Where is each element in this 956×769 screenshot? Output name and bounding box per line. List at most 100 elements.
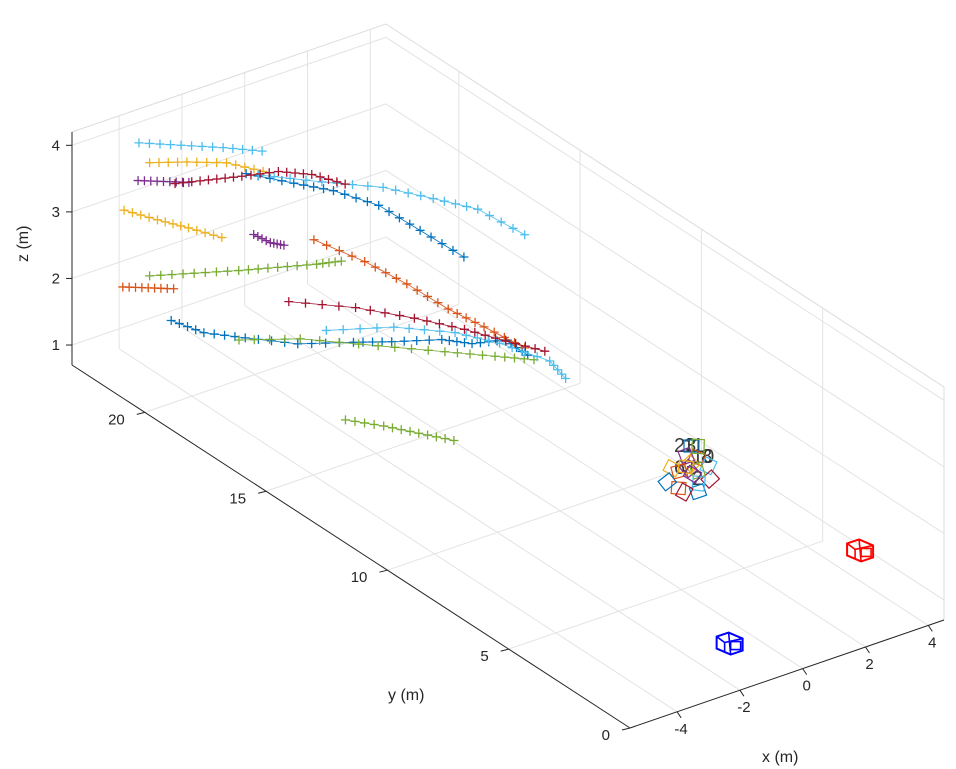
grid-floor-x xyxy=(307,283,866,648)
data-marker xyxy=(336,256,346,266)
data-marker xyxy=(282,262,292,272)
series-14 xyxy=(170,167,350,189)
data-marker xyxy=(340,415,350,425)
grid-back-z xyxy=(71,236,387,346)
data-marker xyxy=(358,337,368,347)
data-marker xyxy=(470,327,480,337)
data-marker xyxy=(340,179,350,189)
data-marker xyxy=(290,168,300,178)
data-marker xyxy=(202,157,212,167)
y-axis-label: y (m) xyxy=(388,687,424,704)
data-marker xyxy=(530,344,540,354)
grid-back-z xyxy=(71,36,387,146)
camera-blue xyxy=(715,631,744,656)
box-edge xyxy=(71,23,387,133)
data-marker xyxy=(448,245,458,255)
data-marker xyxy=(374,200,384,210)
z-tick-label: 1 xyxy=(52,337,60,354)
data-marker xyxy=(452,337,462,347)
data-marker xyxy=(264,168,274,178)
data-marker xyxy=(360,257,370,267)
data-marker xyxy=(174,319,184,329)
grid-side-z xyxy=(385,236,945,601)
data-marker xyxy=(220,173,230,183)
data-marker xyxy=(426,232,436,242)
data-marker xyxy=(292,261,302,271)
data-marker xyxy=(360,418,370,428)
data-marker xyxy=(234,266,244,276)
grid-floor-x xyxy=(181,326,741,691)
data-marker xyxy=(403,188,413,198)
series-6 xyxy=(133,176,194,187)
data-marker xyxy=(247,145,257,155)
grid-floor-y xyxy=(144,303,459,413)
data-marker xyxy=(467,339,477,349)
data-marker xyxy=(489,327,499,337)
data-marker xyxy=(293,339,303,349)
data-marker xyxy=(387,423,397,433)
data-marker xyxy=(495,338,505,348)
data-marker xyxy=(365,305,375,315)
data-marker xyxy=(480,330,490,340)
data-marker xyxy=(395,311,405,321)
data-marker xyxy=(379,421,389,431)
data-marker xyxy=(302,260,312,270)
data-marker xyxy=(443,304,453,314)
data-marker xyxy=(211,267,221,277)
data-marker xyxy=(459,252,469,262)
series-13 xyxy=(321,322,571,383)
data-marker xyxy=(307,338,317,348)
cluster-box xyxy=(691,438,705,455)
data-marker xyxy=(419,325,429,335)
grid-floor-y xyxy=(387,461,702,571)
data-marker xyxy=(355,324,365,334)
data-marker xyxy=(399,336,409,346)
data-marker xyxy=(263,263,273,273)
data-marker xyxy=(334,246,344,256)
data-marker xyxy=(391,273,401,283)
data-marker xyxy=(363,181,373,191)
data-marker xyxy=(407,344,417,354)
data-marker xyxy=(540,346,550,356)
grid-side-z xyxy=(385,103,945,468)
data-marker xyxy=(351,193,361,203)
data-marker xyxy=(209,230,219,240)
data-marker xyxy=(545,356,555,366)
data-marker xyxy=(490,351,500,361)
data-marker xyxy=(450,199,460,209)
data-marker xyxy=(377,337,387,347)
cluster-box xyxy=(699,456,718,476)
data-marker xyxy=(334,301,344,311)
data-marker xyxy=(203,175,213,185)
data-marker xyxy=(200,268,210,278)
data-marker xyxy=(332,177,342,187)
series-2 xyxy=(118,282,179,294)
data-marker xyxy=(237,171,247,181)
data-marker xyxy=(472,333,482,343)
data-marker xyxy=(145,271,155,281)
series-12 xyxy=(253,170,530,240)
data-marker xyxy=(285,173,295,183)
data-marker xyxy=(496,217,506,227)
data-marker xyxy=(412,336,422,346)
data-marker xyxy=(189,268,199,278)
x-axis-line xyxy=(629,619,945,729)
data-marker xyxy=(183,223,193,233)
series-line xyxy=(149,260,342,277)
data-marker xyxy=(265,334,275,344)
data-marker xyxy=(414,428,424,438)
data-marker xyxy=(243,265,253,275)
data-marker xyxy=(240,162,250,172)
data-marker xyxy=(155,139,165,149)
cluster-box xyxy=(677,446,696,466)
series-4 xyxy=(119,205,227,243)
data-marker xyxy=(246,170,256,180)
data-marker xyxy=(511,339,521,349)
data-marker xyxy=(176,140,186,150)
data-marker xyxy=(340,189,350,199)
data-marker xyxy=(312,259,322,269)
x-tick-label: -2 xyxy=(737,699,750,716)
data-marker xyxy=(323,174,333,184)
data-marker xyxy=(280,334,290,344)
x-tick xyxy=(865,646,870,654)
